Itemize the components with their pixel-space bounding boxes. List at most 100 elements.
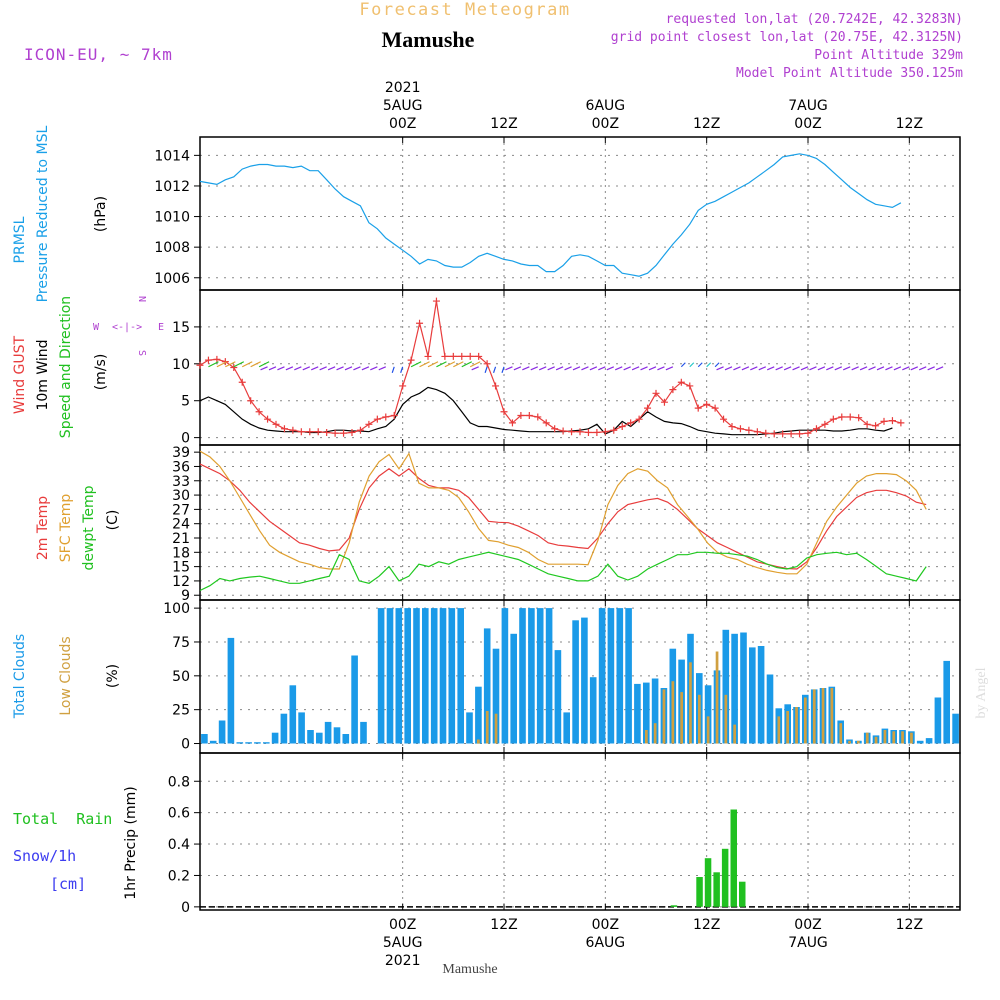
total-cloud-bar xyxy=(766,674,774,744)
wind-direction-arrow xyxy=(724,366,733,371)
total-cloud-bar xyxy=(607,608,615,744)
wind-direction-arrow xyxy=(469,361,481,368)
total-cloud-bar xyxy=(298,712,305,744)
gust-point-marker xyxy=(534,413,542,421)
gust-point-marker xyxy=(306,428,314,436)
low-cloud-bar xyxy=(777,716,781,744)
y-tick-label: 0 xyxy=(181,737,190,753)
low-cloud-bar xyxy=(857,740,860,744)
gust-point-marker xyxy=(272,420,280,428)
gust-point-marker xyxy=(238,378,246,386)
gust-point-marker xyxy=(897,419,905,427)
low-cloud-bar xyxy=(689,662,692,744)
gust-point-marker xyxy=(644,404,652,412)
wind-direction-arrow xyxy=(538,366,547,371)
total-cloud-bar xyxy=(448,608,456,744)
point-altitude: Point Altitude 329m xyxy=(814,48,963,63)
total-cloud-bar xyxy=(492,648,500,744)
total-cloud-bar xyxy=(519,608,526,744)
wind-direction-arrow xyxy=(471,366,479,371)
gust-point-marker xyxy=(382,413,390,421)
rain-bar xyxy=(721,848,729,907)
tsfc-label: SFC Temp xyxy=(58,494,74,563)
gust-point-marker xyxy=(204,356,212,364)
wind-direction-arrow xyxy=(555,366,564,371)
low-cloud-bar xyxy=(865,732,869,744)
wind-compass: W E <-|-> N S xyxy=(93,296,164,356)
low-cloud-bar xyxy=(680,692,683,744)
time-label-bottom: 7AUG xyxy=(788,935,828,951)
compass-north: N xyxy=(136,296,147,302)
total-cloud-bar xyxy=(271,732,279,744)
wind-direction-arrow xyxy=(319,366,327,371)
low-cloud-bar xyxy=(733,724,736,744)
time-label-top: 12Z xyxy=(693,116,720,132)
wind-direction-arrow xyxy=(216,361,228,368)
wind-direction-arrow xyxy=(285,366,294,371)
time-label-top: 12Z xyxy=(896,116,923,132)
gust-point-marker xyxy=(880,417,888,425)
total-cloud-bar xyxy=(554,650,562,744)
y-tick-label: 15 xyxy=(172,560,190,576)
low-cloud-bar xyxy=(910,732,913,744)
total-cloud-bar xyxy=(457,608,464,744)
y-tick-label: 75 xyxy=(172,635,190,651)
low-cloud-bar xyxy=(698,694,701,744)
gust-point-marker xyxy=(424,352,432,360)
t2m-label: 2m Temp xyxy=(35,496,51,560)
requested-coords: requested lon,lat (20.7242E, 42.3283N) xyxy=(666,12,963,27)
wind-direction-arrow xyxy=(697,362,703,368)
gust-point-marker xyxy=(559,427,567,435)
gust-point-marker xyxy=(855,414,863,422)
total-cloud-bar xyxy=(209,740,217,744)
gust-point-marker xyxy=(872,422,880,430)
wind-direction-arrow xyxy=(598,366,606,371)
y-tick-label: 0.2 xyxy=(168,868,190,884)
total-clouds-label: Total Clouds xyxy=(12,634,28,719)
wind-direction-arrow xyxy=(809,366,817,371)
gust-point-marker xyxy=(829,415,837,423)
total-cloud-bar xyxy=(245,742,252,744)
gust-point-marker xyxy=(323,428,331,436)
series-prmsl-line xyxy=(199,153,902,277)
model-label: ICON-EU, ~ 7km xyxy=(24,45,173,64)
gust-point-marker xyxy=(483,360,491,368)
y-tick-label: 24 xyxy=(172,517,190,533)
panel-frame xyxy=(199,444,961,601)
chart-subtitle: Forecast Meteogram xyxy=(359,0,570,20)
gust-point-marker xyxy=(449,352,457,360)
y-tick-label: 100 xyxy=(163,601,190,617)
wind-direction-arrow xyxy=(419,361,430,368)
y-tick-label: 27 xyxy=(172,502,190,518)
wind-direction-arrow xyxy=(436,361,447,368)
wind-direction-arrow xyxy=(733,366,741,371)
wind-direction-arrow xyxy=(353,366,361,371)
wind-direction-arrow xyxy=(572,366,581,371)
gust-point-marker xyxy=(314,428,322,436)
time-label-top: 6AUG xyxy=(586,98,626,114)
gust-point-marker xyxy=(753,428,761,436)
wind-label: 10m Wind xyxy=(35,339,51,410)
y-tick-label: 12 xyxy=(172,574,190,590)
series-sfc-temp-line xyxy=(199,450,927,575)
gust-point-marker xyxy=(686,382,694,390)
gust-point-marker xyxy=(289,426,297,434)
total-cloud-bar xyxy=(749,647,756,744)
gust-point-marker xyxy=(525,411,533,419)
low-cloud-bar xyxy=(706,716,710,744)
gust-point-marker xyxy=(669,386,677,394)
grid-point-coords: grid point closest lon,lat (20.75E, 42.3… xyxy=(611,30,963,45)
time-label-top: 5AUG xyxy=(383,98,423,114)
y-tick-label: 0 xyxy=(181,431,190,447)
wind-direction-arrow xyxy=(876,366,885,371)
wind-direction-arrow xyxy=(714,362,720,368)
total-cloud-bar xyxy=(201,734,208,744)
gust-point-marker xyxy=(627,419,635,427)
wind-direction-arrow xyxy=(859,366,868,371)
rain-label: Total Rain xyxy=(13,810,112,828)
time-label-bottom: 00Z xyxy=(592,917,619,933)
gust-point-marker xyxy=(584,428,592,436)
time-label-bottom: 2021 xyxy=(385,953,421,969)
wind-direction-arrow xyxy=(910,366,919,371)
